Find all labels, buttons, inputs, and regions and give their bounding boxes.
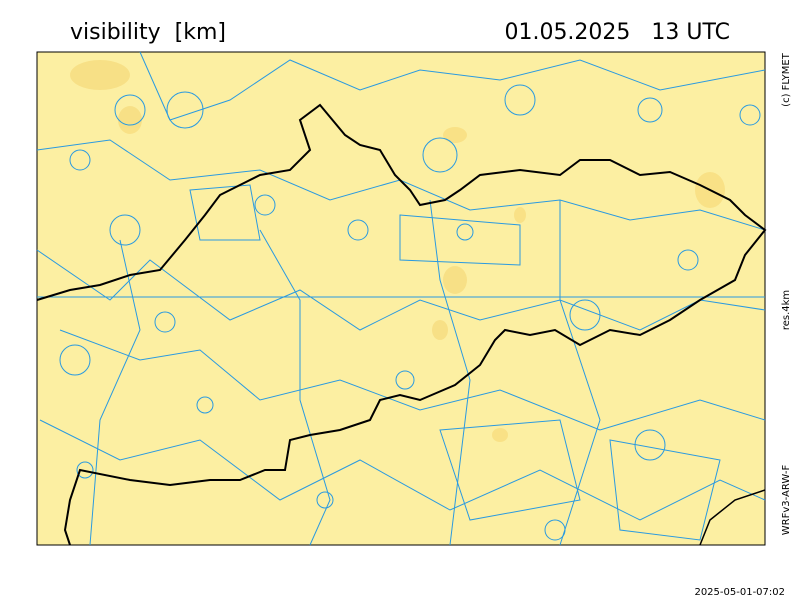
resolution: res.4km — [781, 290, 792, 330]
timestamp: 2025-05-01-07:02 — [694, 587, 785, 598]
copyright: (c) FLYMET — [781, 52, 792, 107]
country-border — [36, 103, 767, 546]
map — [36, 51, 767, 546]
datetime: 01.05.2025 13 UTC — [504, 20, 730, 45]
title: visibility [km] — [70, 20, 226, 45]
border-south — [699, 489, 766, 546]
map-frame — [36, 51, 766, 546]
model: WRFv3-ARW-F — [781, 465, 792, 536]
